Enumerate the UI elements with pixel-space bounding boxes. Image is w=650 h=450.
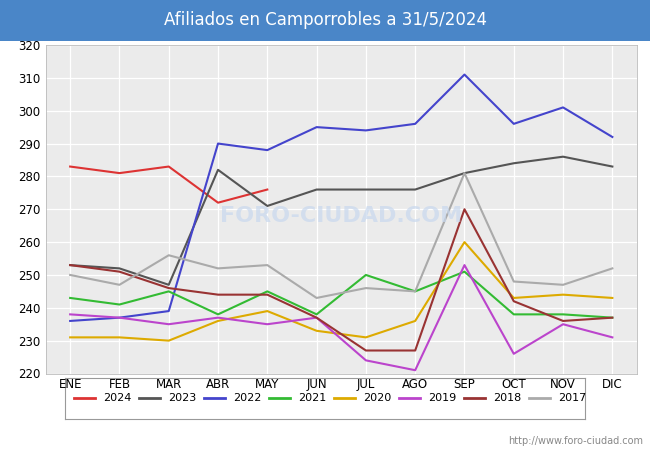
Text: http://www.foro-ciudad.com: http://www.foro-ciudad.com (508, 436, 644, 446)
Text: 2018: 2018 (493, 393, 521, 403)
Text: Afiliados en Camporrobles a 31/5/2024: Afiliados en Camporrobles a 31/5/2024 (164, 11, 486, 29)
Text: 2024: 2024 (103, 393, 131, 403)
Text: 2021: 2021 (298, 393, 326, 403)
Text: 2022: 2022 (233, 393, 261, 403)
Text: 2017: 2017 (558, 393, 586, 403)
Text: 2019: 2019 (428, 393, 456, 403)
Text: 2020: 2020 (363, 393, 391, 403)
Text: FORO-CIUDAD.COM: FORO-CIUDAD.COM (220, 206, 462, 226)
Text: 2023: 2023 (168, 393, 196, 403)
